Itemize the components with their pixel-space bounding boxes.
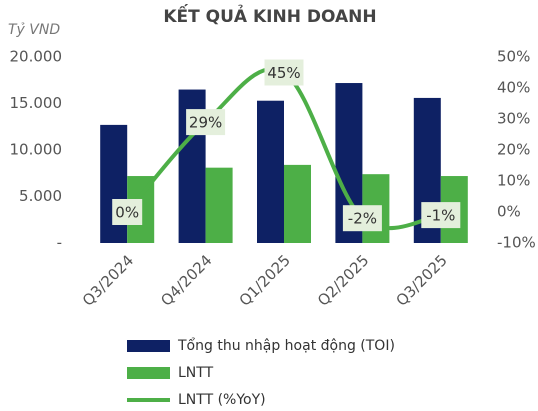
- x-tick-label: Q4/2024: [157, 251, 215, 309]
- y-axis-label: Tỷ VND: [8, 22, 60, 38]
- y-tick-label: 5.000: [19, 187, 62, 205]
- y2-tick-label: 10%: [497, 172, 530, 190]
- legend-label: Tổng thu nhập hoạt động (TOI): [177, 337, 395, 354]
- data-label: 29%: [189, 114, 222, 132]
- y2-tick-label: 0%: [497, 203, 521, 221]
- data-label-box: [342, 205, 382, 232]
- bar: [100, 124, 128, 243]
- data-label: -2%: [348, 210, 377, 228]
- y-tick-label: -: [57, 234, 62, 252]
- y2-tick-label: 20%: [497, 141, 530, 159]
- bar: [205, 167, 233, 243]
- y2-tick-label: 40%: [497, 79, 530, 97]
- legend-swatch: [127, 367, 170, 379]
- bar: [257, 100, 284, 244]
- chart-title: KẾT QUẢ KINH DOANH: [163, 3, 376, 27]
- data-label-box: [264, 59, 304, 86]
- data-label: 45%: [267, 64, 300, 82]
- legend-label: LNTT (%YoY): [178, 392, 266, 408]
- y-tick-label: 10.000: [10, 141, 63, 159]
- x-tick-label: Q1/2025: [236, 251, 294, 309]
- data-label-box: [421, 202, 461, 229]
- y-tick-label: 15.000: [10, 94, 63, 112]
- data-label-box: [186, 109, 226, 136]
- y2-tick-label: -10%: [497, 234, 536, 252]
- y2-tick-label: 50%: [497, 48, 530, 66]
- legend-swatch: [127, 340, 170, 352]
- x-tick-label: Q2/2025: [314, 251, 372, 309]
- x-tick-label: Q3/2024: [79, 251, 137, 309]
- bar: [284, 164, 311, 243]
- data-label: -1%: [426, 207, 455, 225]
- data-label-box: [112, 199, 143, 225]
- y2-tick-label: 30%: [497, 110, 530, 128]
- data-label: 0%: [115, 204, 139, 222]
- y-tick-label: 20.000: [10, 48, 63, 66]
- legend-label: LNTT: [178, 365, 214, 381]
- x-tick-label: Q3/2025: [392, 251, 450, 309]
